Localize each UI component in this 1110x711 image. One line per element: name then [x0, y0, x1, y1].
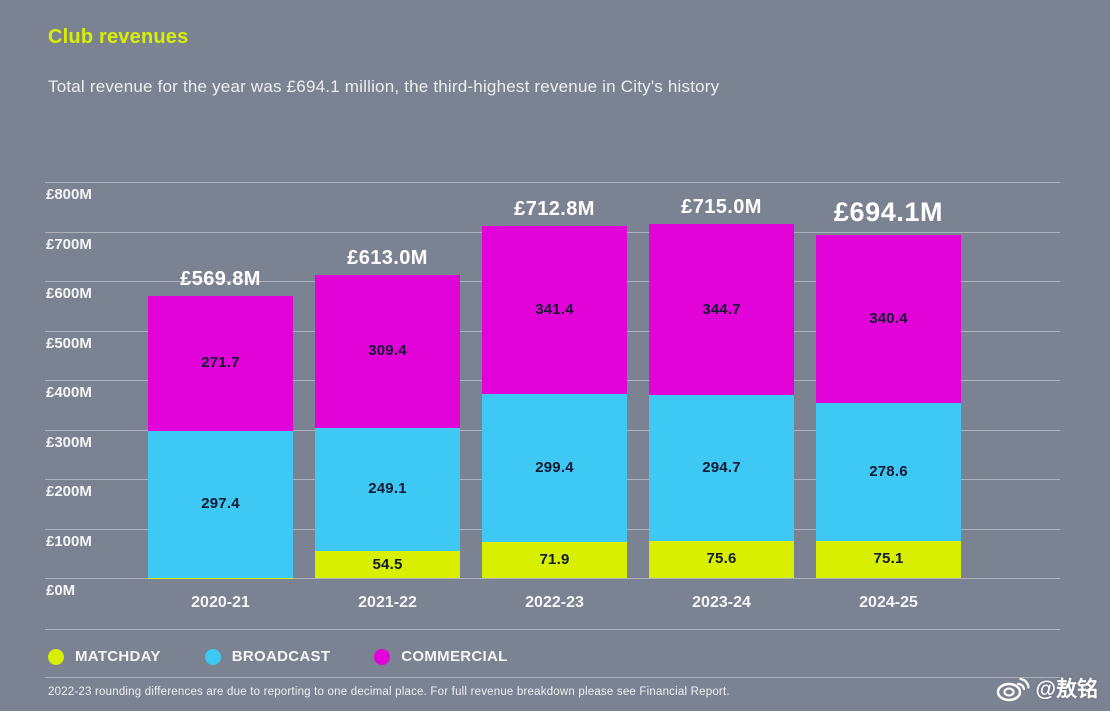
y-axis-tick-label: £300M [46, 433, 92, 451]
bar-segment-commercial-2024-25 [816, 234, 961, 404]
y-axis-tick-label: £500M [46, 334, 92, 352]
weibo-icon [996, 677, 1030, 701]
legend-swatch-matchday-icon [48, 648, 64, 665]
legend-swatch-broadcast-icon [204, 648, 221, 665]
bar-value-label: 278.6 [869, 462, 908, 480]
x-axis-category-label: 2022-23 [525, 594, 584, 611]
bar-value-label: 294.7 [702, 458, 741, 476]
y-axis-tick-label: £200M [46, 483, 92, 501]
y-axis-tick-label: £0M [46, 582, 76, 599]
bar-segment-matchday-2022-23 [482, 542, 627, 578]
legend-label-matchday: MATCHDAY [75, 648, 161, 665]
bar-value-label: 271.7 [201, 354, 240, 372]
total-revenue-label: £715.0M [681, 196, 762, 219]
legend-item-broadcast: BROADCAST [204, 648, 331, 665]
legend-swatch-commercial-icon [374, 648, 391, 665]
bar-segment-broadcast-2020-21 [148, 430, 293, 578]
bar-segment-commercial-2023-24 [649, 224, 794, 395]
x-axis-category-label: 2024-25 [859, 594, 918, 611]
bar-segment-broadcast-2024-25 [816, 403, 961, 541]
chart-legend: MATCHDAY BROADCAST COMMERCIAL [48, 648, 508, 665]
bar-segment-matchday-2021-22 [315, 551, 460, 578]
bar-segment-matchday-2024-25 [816, 540, 961, 578]
legend-label-commercial: COMMERCIAL [401, 648, 508, 665]
y-axis-tick-label: £700M [46, 235, 92, 253]
x-axis-category-label: 2021-22 [358, 594, 417, 611]
bar-value-label: 344.7 [702, 300, 741, 318]
bar-segment-broadcast-2021-22 [315, 427, 460, 552]
page-subtitle: Total revenue for the year was £694.1 mi… [48, 77, 720, 96]
total-revenue-label: £694.1M [833, 196, 944, 227]
y-axis-tick-label: £400M [46, 384, 92, 402]
bar-value-label: 309.4 [368, 342, 407, 360]
total-revenue-label: £613.0M [347, 246, 428, 269]
legend-item-matchday: MATCHDAY [48, 648, 161, 665]
x-axis-category-label: 2023-24 [692, 594, 751, 611]
bar-value-label: 340.4 [869, 309, 908, 327]
bar-segment-commercial-2022-23 [482, 225, 627, 395]
chart-bottom-line [45, 629, 1060, 630]
bar-value-label: 341.4 [535, 300, 574, 318]
bar-value-label: 71.9 [539, 551, 570, 569]
bar-segment-matchday-2023-24 [649, 540, 794, 578]
bar-value-label: 75.1 [873, 550, 904, 568]
y-axis-tick-label: £800M [46, 186, 92, 204]
bar-value-label: 75.6 [706, 550, 737, 568]
total-revenue-label: £569.8M [180, 268, 261, 291]
bar-value-label: 299.4 [535, 459, 574, 477]
legend-label-broadcast: BROADCAST [231, 648, 331, 665]
bar-segment-broadcast-2022-23 [482, 394, 627, 543]
bar-segment-broadcast-2023-24 [649, 394, 794, 541]
page-title: Club revenues [48, 26, 189, 48]
y-axis-tick-label: £600M [46, 285, 92, 303]
legend-item-commercial: COMMERCIAL [374, 648, 507, 665]
bar-segment-matchday-2020-21 [148, 577, 293, 579]
revenue-stacked-bar-chart: £800M £700M £600M £500M £400M £300M £200M £100M… [45, 170, 1060, 632]
weibo-watermark: @敖铭 [996, 673, 1098, 703]
bar-value-label: 54.5 [372, 555, 403, 573]
gridline-0 [45, 578, 1060, 579]
footer-divider [45, 677, 1060, 678]
y-axis-tick-label: £100M [46, 532, 92, 550]
bar-segment-commercial-2020-21 [148, 296, 293, 431]
bar-value-label: 297.4 [201, 495, 240, 513]
chart-footnote: 2022-23 rounding differences are due to … [48, 686, 730, 698]
bar-value-label: 249.1 [368, 480, 407, 498]
gridline-800 [45, 182, 1060, 184]
watermark-handle: @敖铭 [1035, 678, 1098, 701]
total-revenue-label: £712.8M [514, 197, 595, 220]
x-axis-category-label: 2020-21 [191, 594, 250, 611]
bar-segment-commercial-2021-22 [315, 274, 460, 428]
